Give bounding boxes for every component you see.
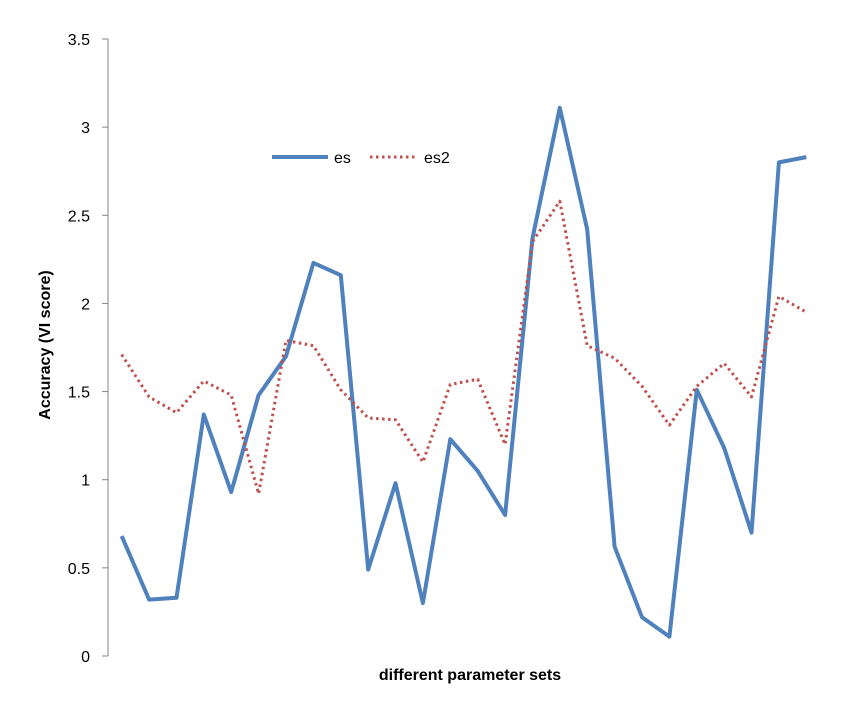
series-line-es2 [120, 199, 808, 496]
y-tick-label: 0.5 [68, 561, 90, 578]
y-tick-label: 1 [81, 473, 90, 490]
legend-label-es: es [334, 150, 351, 167]
y-tick-label: 3 [81, 120, 90, 137]
y-axis-title: Accuracy (VI score) [37, 270, 54, 419]
y-tick-label: 1.5 [68, 385, 90, 402]
y-tick-label: 0 [81, 649, 90, 666]
y-tick-label: 2.5 [68, 208, 90, 225]
legend: es es2 [272, 150, 450, 167]
y-tick-label: 2 [81, 296, 90, 313]
series-line-es [119, 105, 807, 639]
y-axis: 0 0.5 1 1.5 2 2.5 3 3.5 [68, 32, 109, 666]
legend-label-es2: es2 [424, 150, 450, 167]
y-tick-label: 3.5 [68, 32, 90, 49]
x-axis-title: different parameter sets [379, 667, 561, 684]
series-layer [119, 105, 808, 639]
